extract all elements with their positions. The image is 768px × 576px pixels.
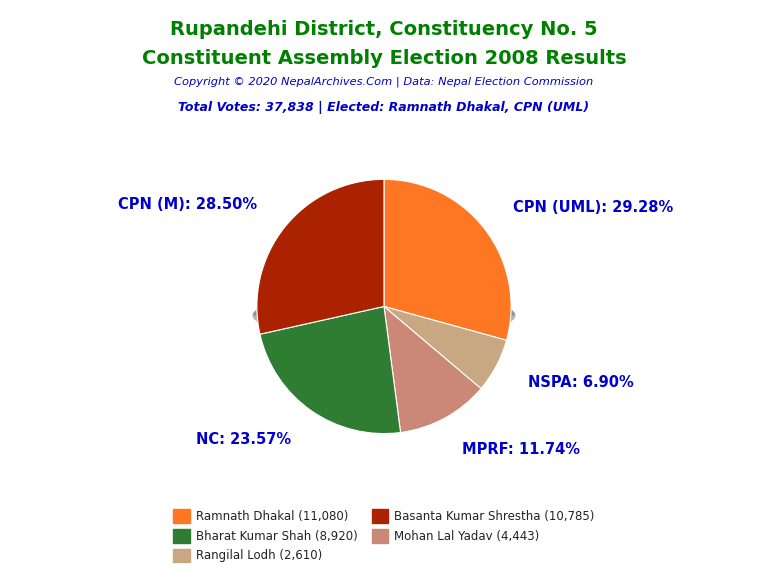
Text: CPN (UML): 29.28%: CPN (UML): 29.28% <box>514 200 674 215</box>
Legend: Ramnath Dhakal (11,080), Bharat Kumar Shah (8,920), Rangilal Lodh (2,610), Basan: Ramnath Dhakal (11,080), Bharat Kumar Sh… <box>169 505 599 567</box>
Ellipse shape <box>253 293 515 338</box>
Text: CPN (M): 28.50%: CPN (M): 28.50% <box>118 197 257 212</box>
Text: Constituent Assembly Election 2008 Results: Constituent Assembly Election 2008 Resul… <box>141 49 627 68</box>
Text: Total Votes: 37,838 | Elected: Ramnath Dhakal, CPN (UML): Total Votes: 37,838 | Elected: Ramnath D… <box>178 101 590 114</box>
Wedge shape <box>257 179 384 334</box>
Wedge shape <box>384 306 481 433</box>
Ellipse shape <box>254 300 514 328</box>
Wedge shape <box>260 306 401 434</box>
Wedge shape <box>384 179 511 340</box>
Text: Copyright © 2020 NepalArchives.Com | Data: Nepal Election Commission: Copyright © 2020 NepalArchives.Com | Dat… <box>174 76 594 86</box>
Wedge shape <box>384 306 507 389</box>
Text: NSPA: 6.90%: NSPA: 6.90% <box>528 375 634 390</box>
Text: MPRF: 11.74%: MPRF: 11.74% <box>462 442 580 457</box>
Text: NC: 23.57%: NC: 23.57% <box>196 433 291 448</box>
Text: Rupandehi District, Constituency No. 5: Rupandehi District, Constituency No. 5 <box>170 20 598 39</box>
